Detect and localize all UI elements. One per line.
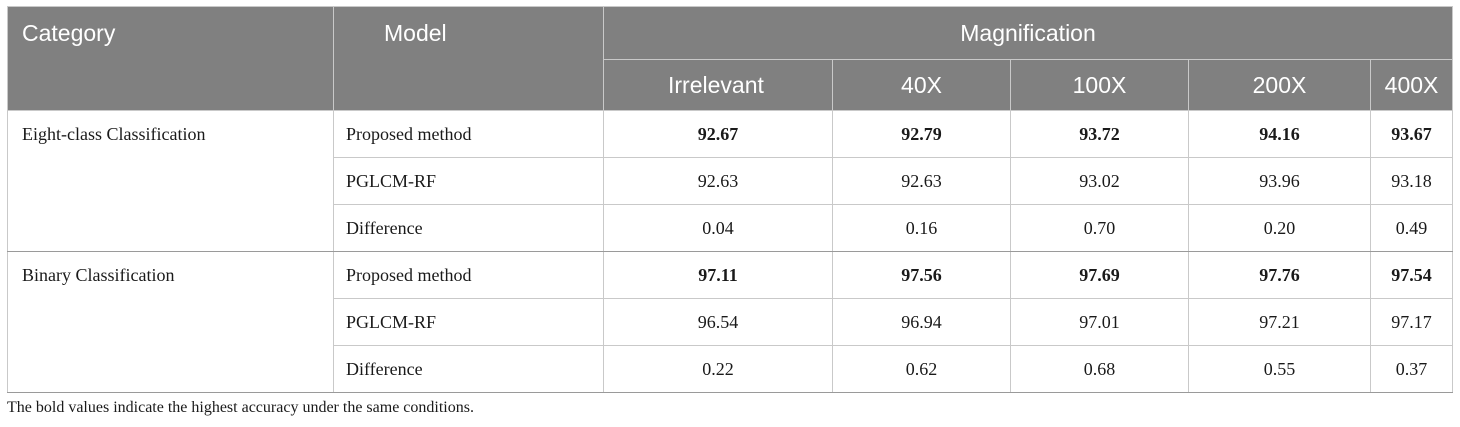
model-cell: Proposed method (333, 110, 604, 158)
model-cell: PGLCM-RF (333, 298, 604, 346)
table-row: PGLCM-RF 92.63 92.63 93.02 93.96 93.18 (8, 157, 1454, 205)
value-cell: 97.56 (832, 251, 1011, 299)
table-row: Difference 0.04 0.16 0.70 0.20 0.49 (8, 204, 1454, 252)
table-row: PGLCM-RF 96.54 96.94 97.01 97.21 97.17 (8, 298, 1454, 346)
value-cell: 92.63 (832, 157, 1011, 205)
table-footnote: The bold values indicate the highest acc… (7, 399, 474, 416)
value-cell: 92.79 (832, 110, 1011, 158)
value-cell: 94.16 (1188, 110, 1371, 158)
model-cell: Difference (333, 345, 604, 393)
value-cell: 96.94 (832, 298, 1011, 346)
header-category: Category (7, 6, 334, 111)
value-cell: 97.11 (603, 251, 833, 299)
value-cell: 0.20 (1188, 204, 1371, 252)
value-cell: 97.69 (1010, 251, 1189, 299)
header-400x: 400X (1369, 59, 1454, 111)
header-200x: 200X (1188, 59, 1371, 111)
header-magnification: Magnification (602, 6, 1454, 60)
model-cell: PGLCM-RF (333, 157, 604, 205)
value-cell: 0.62 (832, 345, 1011, 393)
value-cell: 93.72 (1010, 110, 1189, 158)
value-cell: 97.17 (1369, 298, 1454, 346)
value-cell: 0.37 (1369, 345, 1454, 393)
value-cell: 93.18 (1369, 157, 1454, 205)
value-cell: 92.63 (603, 157, 833, 205)
value-cell: 0.70 (1010, 204, 1189, 252)
value-cell: 0.22 (603, 345, 833, 393)
value-cell: 0.04 (603, 204, 833, 252)
value-cell: 0.16 (832, 204, 1011, 252)
value-cell: 93.96 (1188, 157, 1371, 205)
value-cell: 93.02 (1010, 157, 1189, 205)
table-row: Difference 0.22 0.62 0.68 0.55 0.37 (8, 345, 1454, 393)
value-cell: 97.54 (1369, 251, 1454, 299)
value-cell: 0.49 (1369, 204, 1454, 252)
value-cell: 97.01 (1010, 298, 1189, 346)
header-model: Model (333, 6, 604, 111)
value-cell: 0.68 (1010, 345, 1189, 393)
value-cell: 93.67 (1369, 110, 1454, 158)
value-cell: 0.55 (1188, 345, 1371, 393)
results-table: Category Model Magnification Irrelevant … (7, 6, 1454, 393)
value-cell: 97.21 (1188, 298, 1371, 346)
header-100x: 100X (1010, 59, 1189, 111)
category-cell: Binary Classification (7, 251, 334, 393)
header-40x: 40X (832, 59, 1011, 111)
value-cell: 96.54 (603, 298, 833, 346)
model-cell: Difference (333, 204, 604, 252)
category-cell: Eight-class Classification (7, 110, 334, 252)
value-cell: 97.76 (1188, 251, 1371, 299)
table-row: Binary Classification Proposed method 97… (7, 251, 1454, 393)
value-cell: 92.67 (603, 110, 833, 158)
table-row: Eight-class Classification Proposed meth… (7, 110, 1454, 252)
results-table-container: Category Model Magnification Irrelevant … (7, 6, 1454, 393)
model-cell: Proposed method (333, 251, 604, 299)
header-irrelevant: Irrelevant (603, 59, 833, 111)
